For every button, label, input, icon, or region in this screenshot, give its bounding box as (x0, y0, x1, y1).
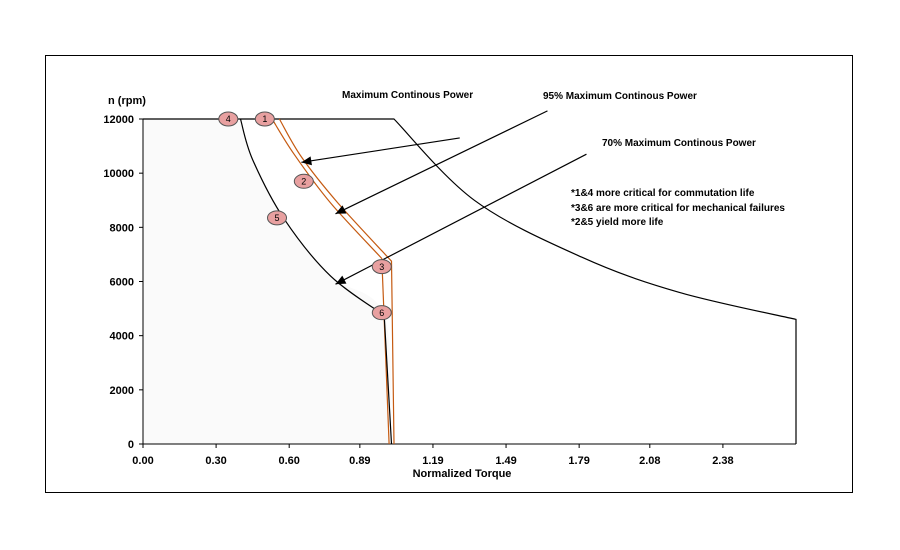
text-layer: n (rpm) Normalized Torque Maximum Contin… (108, 90, 785, 480)
note-2: *3&6 are more critical for mechanical fa… (571, 203, 785, 214)
x-tick-label: 1.49 (495, 455, 516, 467)
marker-label-5: 5 (275, 213, 280, 223)
marker-label-1: 1 (262, 114, 267, 124)
annotation-max-continuous: Maximum Continous Power (342, 90, 473, 101)
marker-label-3: 3 (379, 262, 384, 272)
marker-3 (371, 259, 392, 275)
x-axis-label: Normalized Torque (413, 468, 512, 480)
curve-max_continuous (278, 118, 395, 445)
chart-frame (45, 55, 853, 493)
y-tick-label: 10000 (103, 168, 134, 180)
curve-p95 (271, 118, 390, 445)
x-tick-label: 0.30 (205, 455, 226, 467)
y-tick-label: 12000 (103, 114, 134, 126)
y-axis-label: n (rpm) (108, 95, 146, 107)
marker-4 (218, 111, 239, 127)
x-tick-label: 2.08 (639, 455, 660, 467)
note-3: *2&5 yield more life (571, 217, 664, 228)
axes: 0 2000 4000 6000 8000 10000 12000 0.00 0.30 0.60 0… (103, 114, 796, 467)
note-1: *1&4 more critical for commutation life (571, 188, 755, 199)
x-tick-label: 1.19 (422, 455, 443, 467)
marker-6 (371, 305, 392, 321)
annotation-70-percent: 70% Maximum Continous Power (602, 138, 756, 149)
y-tick-label: 8000 (110, 222, 134, 234)
annotation-arrows (301, 110, 587, 285)
marker-1 (254, 111, 275, 127)
y-tick-label: 2000 (110, 385, 134, 397)
arrowhead-a2 (335, 205, 347, 214)
marker-label-2: 2 (301, 176, 306, 186)
x-tick-label: 0.00 (132, 455, 153, 467)
x-tick-label: 1.79 (568, 455, 589, 467)
marker-2 (293, 173, 314, 189)
curve-envelope (143, 118, 797, 444)
arrow-a2 (335, 110, 548, 215)
y-tick-label: 4000 (110, 331, 134, 343)
y-tick-label: 6000 (110, 277, 134, 289)
y-tick-label: 0 (128, 439, 134, 451)
safe-area-fill (143, 119, 392, 444)
marker-5 (267, 210, 288, 226)
x-tick-label: 2.38 (712, 455, 733, 467)
region-70-fill (143, 119, 392, 444)
marker-label-4: 4 (226, 114, 231, 124)
arrowhead-a3 (335, 275, 347, 285)
arrow-a1 (301, 137, 460, 163)
arrowhead-a1 (301, 156, 312, 166)
point-markers: 1 2 3 4 5 6 (218, 111, 392, 321)
x-tick-label: 0.89 (349, 455, 370, 467)
annotation-95-percent: 95% Maximum Continous Power (543, 91, 697, 102)
x-tick-label: 0.60 (278, 455, 299, 467)
marker-label-6: 6 (379, 308, 384, 318)
